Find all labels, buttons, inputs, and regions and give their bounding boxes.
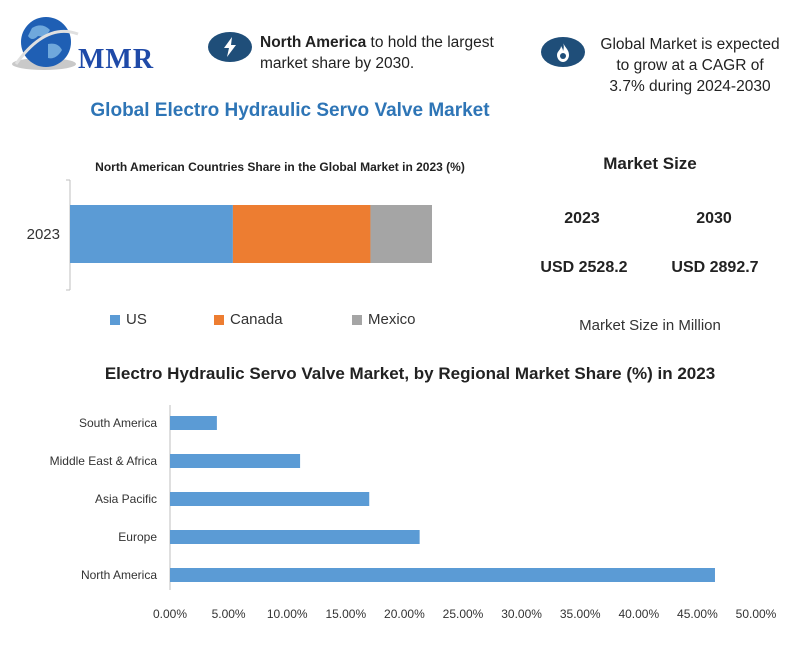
market-size-value-2030: USD 2892.7 (671, 259, 759, 276)
legend-item-us: US (110, 311, 147, 328)
market-size-unit: Market Size in Million (579, 317, 721, 334)
stacked-bar-chart: 2023 (27, 179, 432, 291)
page-title: Global Electro Hydraulic Servo Valve Mar… (90, 100, 490, 121)
x-tick-label: 35.00% (560, 607, 601, 621)
lightning-bolt-icon (208, 32, 252, 62)
x-tick-label: 5.00% (212, 607, 246, 621)
bar-label-europe: Europe (118, 530, 157, 544)
market-size-year-2023: 2023 (564, 210, 600, 227)
legend-swatch-us (110, 314, 120, 325)
flame-icon (541, 37, 585, 67)
legend-label-canada: Canada (230, 311, 283, 328)
x-tick-label: 0.00% (153, 607, 187, 621)
regional-bar-chart: North America Europe Asia Pacific Middle Ea… (50, 405, 777, 621)
x-tick-label: 20.00% (384, 607, 425, 621)
region-highlight-rest: to hold the largest market share by 2030… (260, 34, 494, 72)
bar-north-america (170, 568, 715, 582)
stacked-bar-segment-us (70, 205, 233, 263)
region-highlight-text: North America to hold the largest market… (260, 32, 530, 74)
globe-icon (12, 17, 79, 70)
x-tick-label: 30.00% (501, 607, 542, 621)
market-size-title: Market Size (603, 154, 697, 173)
stacked-bar-segment-mexico (370, 205, 432, 263)
region-highlight-bold: North America (260, 34, 367, 51)
bar-label-south-america: South America (79, 416, 157, 430)
bar-europe (170, 530, 420, 544)
x-tick-label: 15.00% (325, 607, 366, 621)
bar-label-middle-east-africa: Middle East & Africa (50, 454, 158, 468)
market-size-value-2023: USD 2528.2 (540, 259, 628, 276)
legend-swatch-canada (214, 314, 224, 325)
bar-south-america (170, 416, 217, 430)
bar-middle-east-africa (170, 454, 301, 468)
bar-label-asia-pacific: Asia Pacific (95, 492, 157, 506)
legend-label-mexico: Mexico (368, 311, 416, 328)
legend-item-canada: Canada (214, 311, 283, 328)
legend-swatch-mexico (352, 314, 362, 325)
bar-label-north-america: North America (81, 568, 157, 582)
x-tick-label: 50.00% (736, 607, 777, 621)
cagr-text: Global Market is expected to grow at a C… (600, 36, 780, 95)
stacked-chart-title: North American Countries Share in the Gl… (95, 160, 465, 174)
bar-asia-pacific (170, 492, 370, 506)
x-tick-label: 25.00% (443, 607, 484, 621)
x-tick-label: 10.00% (267, 607, 308, 621)
logo-text: MMR (78, 44, 155, 75)
x-tick-label: 40.00% (618, 607, 659, 621)
stacked-category-label: 2023 (27, 226, 60, 243)
market-size-year-2030: 2030 (696, 210, 732, 227)
legend-label-us: US (126, 311, 147, 328)
x-tick-label: 45.00% (677, 607, 718, 621)
stacked-bar-segment-canada (232, 205, 371, 263)
regional-chart-title: Electro Hydraulic Servo Valve Market, by… (104, 364, 716, 383)
mmr-logo: MMR (10, 14, 170, 78)
legend-item-mexico: Mexico (352, 311, 416, 328)
